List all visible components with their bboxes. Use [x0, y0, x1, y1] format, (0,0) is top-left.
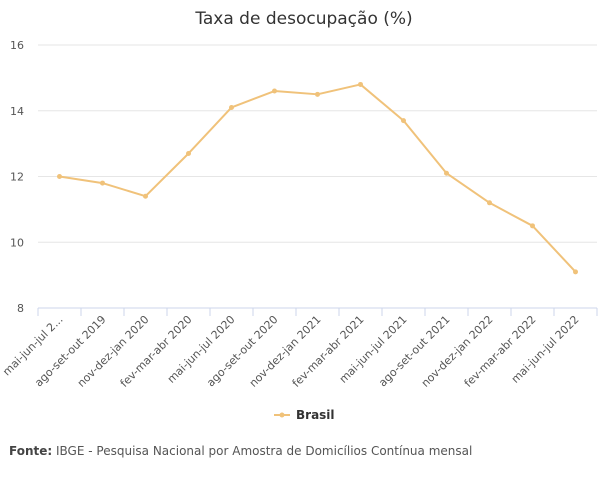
- legend[interactable]: Brasil: [274, 408, 335, 422]
- y-tick-label: 10: [10, 236, 24, 249]
- source-text: IBGE - Pesquisa Nacional por Amostra de …: [56, 444, 473, 458]
- data-point[interactable]: [143, 193, 148, 199]
- line-chart: Taxa de desocupação (%) 8 10 12 14 16 mai-ju…: [0, 9, 598, 422]
- grid-lines: [38, 44, 597, 309]
- chart-title: Taxa de desocupação (%): [194, 9, 412, 29]
- data-point[interactable]: [358, 81, 363, 87]
- data-point[interactable]: [487, 200, 492, 206]
- data-point[interactable]: [272, 88, 277, 94]
- y-tick-label: 8: [17, 302, 24, 315]
- x-tick-label: fev-mar-abr 2021: [290, 313, 367, 390]
- legend-label-brasil: Brasil: [296, 408, 335, 422]
- data-point[interactable]: [573, 269, 578, 275]
- x-tick-label: fev-mar-abr 2022: [462, 313, 539, 390]
- y-tick-label: 14: [10, 105, 24, 118]
- series-brasil: [57, 81, 578, 275]
- data-point[interactable]: [315, 91, 320, 97]
- x-tick-label: nov-dez-jan 2022: [419, 313, 496, 390]
- x-tick-label: fev-mar-abr 2020: [118, 313, 195, 390]
- data-point[interactable]: [57, 174, 62, 179]
- series-line: [58, 83, 577, 273]
- y-tick-label: 16: [10, 39, 24, 52]
- legend-marker-icon: [279, 412, 285, 418]
- x-tick-label: nov-dez-jan 2020: [75, 313, 152, 390]
- data-point[interactable]: [530, 223, 535, 229]
- x-tick-label: nov-dez-jan 2021: [247, 313, 324, 390]
- x-axis: mai-jun-jul 2...ago-set-out 2019nov-dez-…: [0, 307, 598, 390]
- y-tick-label: 12: [10, 171, 24, 184]
- data-point[interactable]: [186, 150, 191, 156]
- y-axis: 8 10 12 14 16: [10, 39, 24, 315]
- source-label: Fonte:: [9, 444, 53, 458]
- data-point[interactable]: [401, 118, 406, 124]
- data-point[interactable]: [100, 180, 105, 186]
- source-note: Fonte: IBGE - Pesquisa Nacional por Amos…: [9, 444, 472, 458]
- data-point[interactable]: [229, 104, 234, 110]
- data-point[interactable]: [444, 170, 449, 176]
